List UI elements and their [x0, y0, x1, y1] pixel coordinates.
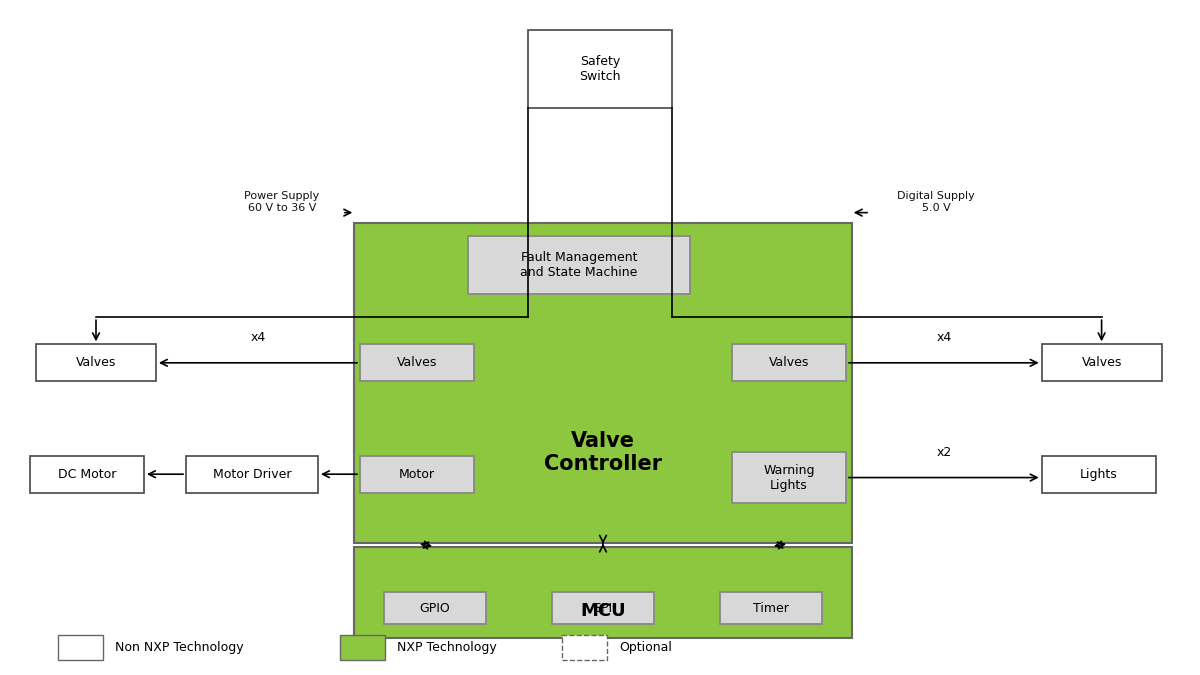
FancyBboxPatch shape — [384, 592, 486, 624]
FancyBboxPatch shape — [732, 344, 846, 381]
FancyBboxPatch shape — [552, 592, 654, 624]
FancyBboxPatch shape — [468, 236, 690, 294]
Text: Non NXP Technology: Non NXP Technology — [115, 641, 244, 654]
Text: Digital Supply
5.0 V: Digital Supply 5.0 V — [898, 191, 974, 213]
Text: Warning
Lights: Warning Lights — [763, 464, 815, 491]
Text: MCU: MCU — [580, 602, 626, 620]
Text: Valves: Valves — [397, 356, 437, 369]
Text: Safety
Switch: Safety Switch — [580, 55, 620, 83]
FancyBboxPatch shape — [528, 30, 672, 108]
Text: x4: x4 — [936, 331, 952, 344]
Text: DC Motor: DC Motor — [58, 468, 116, 481]
FancyBboxPatch shape — [360, 344, 474, 381]
Text: Fault Management
and State Machine: Fault Management and State Machine — [521, 251, 637, 279]
Text: Motor Driver: Motor Driver — [212, 468, 292, 481]
FancyBboxPatch shape — [562, 634, 607, 660]
Text: Power Supply
60 V to 36 V: Power Supply 60 V to 36 V — [245, 191, 319, 213]
FancyBboxPatch shape — [354, 223, 852, 543]
FancyBboxPatch shape — [30, 456, 144, 493]
FancyBboxPatch shape — [36, 344, 156, 381]
Text: GPIO: GPIO — [420, 601, 450, 615]
Text: Timer: Timer — [754, 601, 788, 615]
Text: SPI: SPI — [594, 601, 612, 615]
FancyBboxPatch shape — [732, 452, 846, 503]
Text: x2: x2 — [936, 446, 952, 459]
Text: Valve
Controller: Valve Controller — [544, 431, 662, 474]
FancyBboxPatch shape — [1042, 344, 1162, 381]
FancyBboxPatch shape — [720, 592, 822, 624]
Text: Valves: Valves — [769, 356, 809, 369]
Text: Valves: Valves — [76, 356, 116, 369]
FancyBboxPatch shape — [360, 456, 474, 493]
Text: Lights: Lights — [1080, 468, 1117, 481]
Text: Valves: Valves — [1081, 356, 1122, 369]
Text: x4: x4 — [251, 331, 265, 344]
Text: Motor: Motor — [398, 468, 434, 481]
FancyBboxPatch shape — [340, 634, 385, 660]
FancyBboxPatch shape — [1042, 456, 1156, 493]
FancyBboxPatch shape — [58, 634, 103, 660]
Text: NXP Technology: NXP Technology — [397, 641, 497, 654]
FancyBboxPatch shape — [186, 456, 318, 493]
Text: Optional: Optional — [619, 641, 672, 654]
FancyBboxPatch shape — [354, 547, 852, 638]
